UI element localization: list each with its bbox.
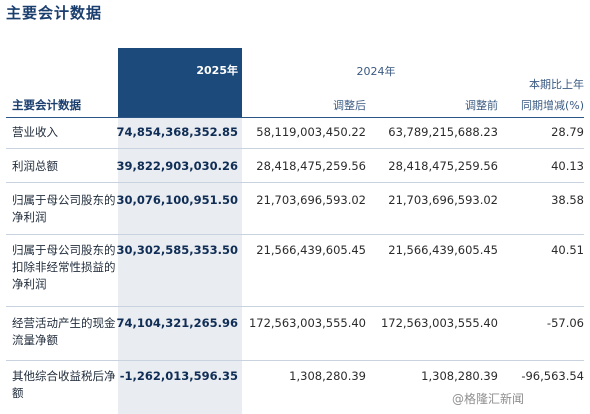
value-adjusted-before: 21,703,696,593.02 bbox=[388, 193, 498, 207]
label-column-header: 主要会计数据 bbox=[12, 98, 81, 112]
row-label: 归属于母公司股东的扣除非经常性损益的净利润 bbox=[12, 243, 116, 291]
value-change: 38.58 bbox=[551, 193, 584, 207]
row-label: 经营活动产生的现金流量净额 bbox=[12, 316, 116, 347]
year-current-header: 2025年 bbox=[196, 64, 238, 77]
value-change: -57.06 bbox=[546, 316, 584, 330]
value-2025: 39,822,903,030.26 bbox=[116, 159, 239, 173]
row-divider bbox=[6, 234, 584, 235]
value-adjusted-before: 21,566,439,605.45 bbox=[388, 243, 498, 257]
value-change: -96,563.54 bbox=[521, 369, 584, 383]
row-divider bbox=[6, 182, 584, 183]
row-divider bbox=[6, 148, 584, 149]
row-label: 归属于母公司股东的净利润 bbox=[12, 193, 116, 224]
row-divider bbox=[6, 360, 584, 361]
value-adjusted-after: 28,418,475,259.56 bbox=[256, 159, 366, 173]
header-rule bbox=[6, 117, 584, 118]
value-adjusted-after: 21,703,696,593.02 bbox=[256, 193, 366, 207]
value-adjusted-before: 28,418,475,259.56 bbox=[388, 159, 498, 173]
value-adjusted-after: 172,563,003,555.40 bbox=[248, 316, 366, 330]
value-adjusted-after: 21,566,439,605.45 bbox=[256, 243, 366, 257]
value-change: 28.79 bbox=[551, 125, 584, 139]
value-2025: 74,854,368,352.85 bbox=[116, 125, 239, 139]
year-prior-header: 2024年 bbox=[356, 65, 396, 78]
value-adjusted-after: 1,308,280.39 bbox=[289, 369, 366, 383]
value-adjusted-before: 1,308,280.39 bbox=[421, 369, 498, 383]
page-title: 主要会计数据 bbox=[6, 4, 103, 22]
value-adjusted-before: 172,563,003,555.40 bbox=[380, 316, 498, 330]
watermark: @格隆汇新闻 bbox=[452, 392, 525, 406]
adjusted-before-header: 调整前 bbox=[465, 99, 498, 112]
value-2025: 30,076,100,951.50 bbox=[116, 193, 239, 207]
value-2025: 30,302,585,353.50 bbox=[116, 243, 239, 257]
value-2025: -1,262,013,596.35 bbox=[119, 369, 238, 383]
row-label: 其他综合收益税后净额 bbox=[12, 369, 116, 400]
current-year-header-bg bbox=[118, 48, 242, 118]
value-adjusted-after: 58,119,003,450.22 bbox=[256, 125, 366, 139]
value-change: 40.13 bbox=[551, 159, 584, 173]
value-adjusted-before: 63,789,215,688.23 bbox=[388, 125, 498, 139]
value-2025: 74,104,321,265.96 bbox=[116, 316, 239, 330]
row-label: 利润总额 bbox=[12, 159, 58, 173]
change-header-line1: 本期比上年 bbox=[529, 78, 584, 91]
adjusted-after-header: 调整后 bbox=[333, 99, 366, 112]
row-label: 营业收入 bbox=[12, 125, 58, 139]
change-header-line2: 同期增减(%) bbox=[520, 99, 584, 112]
value-change: 40.51 bbox=[551, 243, 584, 257]
row-divider bbox=[6, 306, 584, 307]
